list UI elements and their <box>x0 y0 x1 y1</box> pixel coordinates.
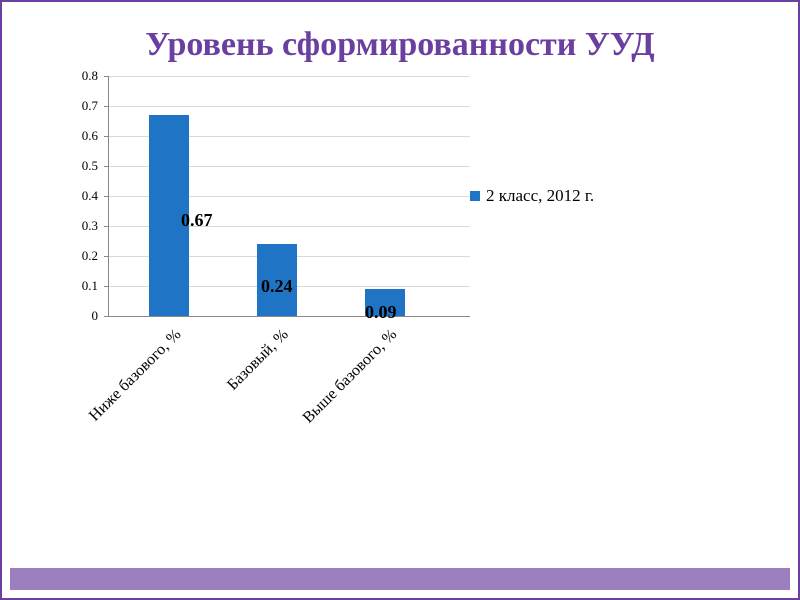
y-tick-label: 0.8 <box>82 68 98 84</box>
y-tick-label: 0.5 <box>82 158 98 174</box>
legend-label: 2 класс, 2012 г. <box>486 186 594 206</box>
legend-swatch-icon <box>470 191 480 201</box>
y-tick-label: 0.1 <box>82 278 98 294</box>
y-tick-label: 0 <box>92 308 99 324</box>
x-category-label: Выше базового, % <box>299 326 400 427</box>
x-category-label: Базовый, % <box>224 326 292 394</box>
y-tick-label: 0.6 <box>82 128 98 144</box>
plot-wrap: 00.10.20.30.40.50.60.70.8 0.670.240.09 <box>50 76 470 316</box>
x-category-label: Ниже базового, % <box>85 326 184 425</box>
slide-inner: Уровень сформированности УУД 0 0.1 0.2 0.3 0… <box>10 10 790 590</box>
y-tick-label: 0.3 <box>82 218 98 234</box>
x-axis-labels: Ниже базового, %Базовый, %Выше базового,… <box>108 322 468 492</box>
grid-line <box>109 76 470 77</box>
content-row: 00.10.20.30.40.50.60.70.8 0.670.240.09 Н… <box>10 72 790 568</box>
bar-chart: 00.10.20.30.40.50.60.70.8 0.670.240.09 Н… <box>50 76 470 496</box>
bar-value-label: 0.09 <box>365 302 397 323</box>
y-tick-mark <box>104 316 109 317</box>
y-tick-label: 0.7 <box>82 98 98 114</box>
y-tick-label: 0.2 <box>82 248 98 264</box>
y-axis: 00.10.20.30.40.50.60.70.8 <box>50 76 104 316</box>
bar-value-label: 0.24 <box>261 276 293 297</box>
plot-area: 0.670.240.09 <box>108 76 470 317</box>
footer-accent-bar <box>10 568 790 590</box>
grid-line <box>109 106 470 107</box>
y-tick-label: 0.4 <box>82 188 98 204</box>
bar-value-label: 0.67 <box>181 210 213 231</box>
slide-outer-frame: Уровень сформированности УУД 0 0.1 0.2 0.3 0… <box>0 0 800 600</box>
legend: 2 класс, 2012 г. <box>470 186 594 206</box>
slide-title: Уровень сформированности УУД <box>10 10 790 72</box>
